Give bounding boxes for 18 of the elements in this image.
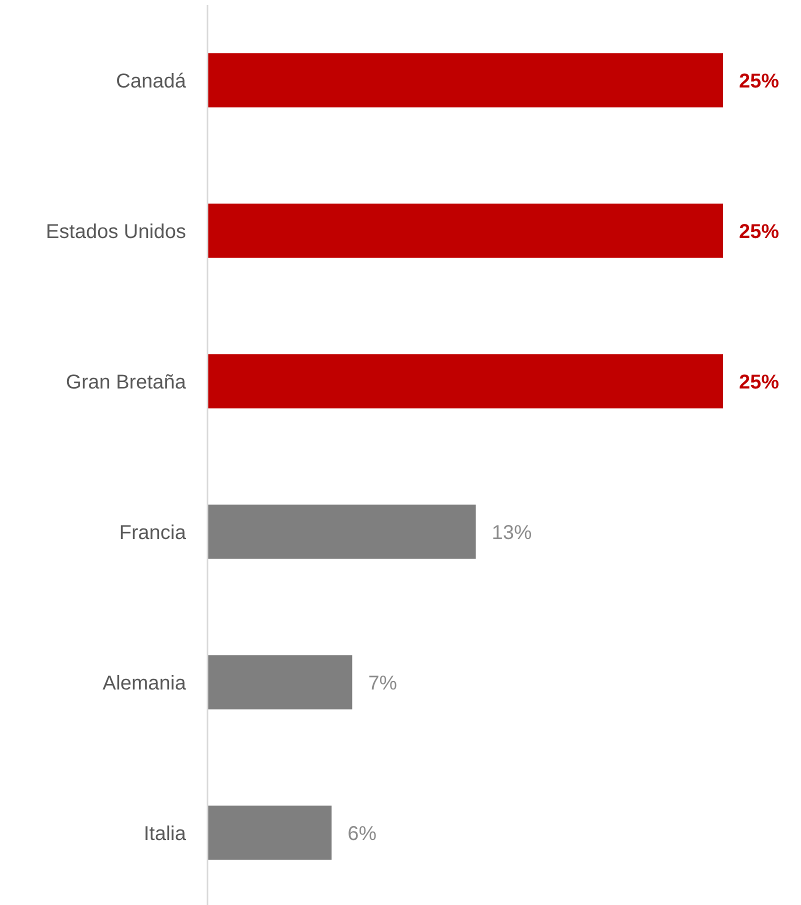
data-label: 25% — [739, 220, 780, 243]
bar — [208, 354, 723, 408]
data-label: 7% — [368, 672, 398, 694]
data-label: 6% — [348, 822, 377, 845]
bar — [208, 504, 476, 559]
bar — [208, 204, 723, 258]
data-label: 13% — [492, 522, 532, 544]
y-tick-label: Gran Bretaña — [66, 371, 187, 394]
y-tick-label: Alemania — [102, 672, 187, 694]
y-tick-label: Italia — [144, 822, 187, 845]
bar — [208, 806, 332, 860]
y-tick-label: Estados Unidos — [46, 220, 186, 243]
y-tick-label: Canadá — [116, 70, 187, 92]
bar — [208, 655, 352, 710]
bar — [208, 53, 723, 108]
y-tick-label: Francia — [119, 522, 187, 544]
data-label: 25% — [739, 371, 780, 394]
data-label: 25% — [739, 70, 780, 92]
